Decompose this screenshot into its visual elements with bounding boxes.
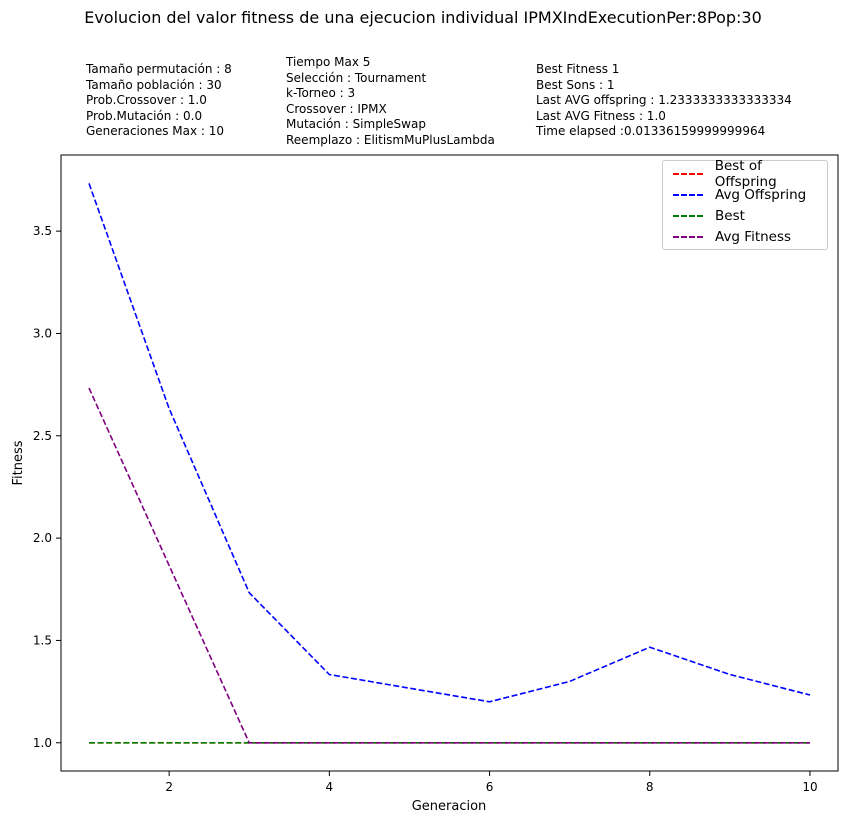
legend-swatch (673, 194, 703, 196)
x-axis: 2 4 6 8 10 (165, 771, 818, 794)
info-text: k-Torneo : 3 (286, 86, 356, 100)
chart-title: Evolucion del valor fitness de una ejecu… (84, 8, 762, 27)
chart-legend: Best of Offspring Avg Offspring Best Avg… (662, 158, 828, 250)
series-line (88, 183, 811, 703)
y-tick-label: 3.5 (33, 224, 52, 238)
info-text: Selección : Tournament (286, 70, 427, 85)
legend-swatch (673, 236, 703, 238)
legend-item: Avg Fitness (673, 227, 791, 247)
y-tick-label: 3.0 (33, 326, 52, 340)
series-layer (88, 183, 811, 744)
legend-label: Best of Offspring (714, 158, 777, 190)
run-results: Best Fitness 1 Best Sons : 1 Last AVG of… (536, 62, 792, 140)
legend-item: Best (673, 206, 745, 226)
info-text: Last AVG Fitness : 1.0 (536, 108, 666, 123)
y-tick-label: 1.5 (33, 633, 52, 647)
y-tick-label: 1.0 (33, 736, 52, 750)
info-text: Best Sons : 1 (536, 77, 615, 92)
y-tick-label: 2.5 (33, 429, 52, 443)
info-text: Reemplazo : ElitismMuPlusLambda (286, 132, 495, 147)
run-parameters: Tamaño permutación : 8 Tamaño población … (86, 62, 232, 140)
info-text: Time elapsed :0.01336159999999964 (536, 124, 766, 138)
x-tick-label: 8 (646, 780, 654, 794)
legend-swatch (673, 173, 703, 175)
info-text: Prob.Crossover : 1.0 (86, 93, 207, 107)
info-text: Crossover : IPMX (286, 101, 387, 116)
info-text: Tamaño permutación : 8 (86, 62, 232, 76)
info-text: Generaciones Max : 10 (86, 124, 225, 138)
info-text: Last AVG offspring : 1.2333333333333334 (536, 93, 792, 107)
info-text: Tamaño población : 30 (86, 77, 222, 92)
x-tick-label: 2 (165, 780, 173, 794)
info-text: Mutación : SimpleSwap (286, 117, 426, 131)
info-text: Best Fitness 1 (536, 62, 620, 76)
x-axis-label: Generacion (412, 799, 487, 814)
series-line (88, 387, 810, 744)
legend-item: Avg Offspring (673, 185, 806, 205)
info-text: Prob.Mutación : 0.0 (86, 108, 203, 123)
legend-label: Avg Fitness (715, 229, 792, 245)
legend-label: Avg Offspring (715, 187, 807, 203)
y-axis-label: Fitness (11, 440, 26, 485)
legend-swatch (673, 215, 703, 217)
algorithm-settings: Tiempo Max 5 Selección : Tournament k-To… (286, 55, 495, 148)
legend-item: Best of Offspring (673, 158, 827, 190)
y-tick-label: 2.0 (33, 531, 52, 545)
legend-label: Best (715, 208, 745, 224)
x-tick-label: 10 (802, 780, 817, 794)
x-tick-label: 6 (486, 780, 494, 794)
y-axis: 1.0 1.5 2.0 2.5 3.0 3.5 (33, 224, 61, 750)
plot-frame (60, 154, 839, 772)
info-text: Tiempo Max 5 (286, 55, 371, 69)
x-tick-label: 4 (326, 780, 334, 794)
